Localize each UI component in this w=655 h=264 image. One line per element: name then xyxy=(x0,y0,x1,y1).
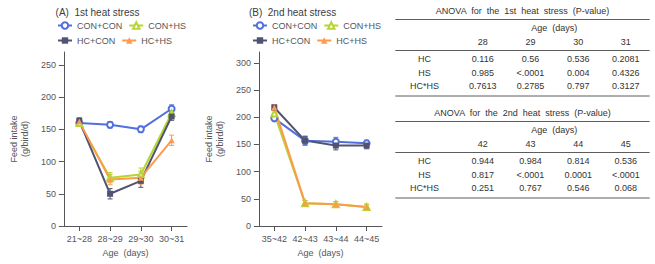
svg-text:CON+CON: CON+CON xyxy=(77,21,122,31)
svg-text:300: 300 xyxy=(236,58,251,68)
svg-text:Age (days): Age (days) xyxy=(297,248,343,258)
svg-text:30~31: 30~31 xyxy=(159,234,184,244)
svg-text:0.985: 0.985 xyxy=(471,68,494,78)
svg-text:0.767: 0.767 xyxy=(519,183,542,193)
svg-text:0.797: 0.797 xyxy=(567,81,590,91)
svg-text:0.546: 0.546 xyxy=(567,183,590,193)
svg-text:HS: HS xyxy=(418,68,431,78)
svg-text:250: 250 xyxy=(236,85,251,95)
svg-text:31: 31 xyxy=(621,37,631,47)
svg-text:250: 250 xyxy=(41,60,56,70)
svg-text:43: 43 xyxy=(525,139,535,149)
svg-text:43~44: 43~44 xyxy=(323,234,348,244)
svg-text:0.068: 0.068 xyxy=(615,183,638,193)
svg-text:HC+CON: HC+CON xyxy=(77,36,115,46)
svg-text:<.0001: <.0001 xyxy=(517,68,545,78)
svg-text:HC*HS: HC*HS xyxy=(410,81,439,91)
svg-text:200: 200 xyxy=(41,92,56,102)
svg-text:CON+HS: CON+HS xyxy=(148,21,186,31)
svg-text:0.004: 0.004 xyxy=(567,68,590,78)
svg-text:ANOVA for the 1st heat st: ANOVA for the 1st heat stress (P-value) xyxy=(436,6,609,16)
svg-text:0.817: 0.817 xyxy=(471,170,494,180)
svg-text:35~42: 35~42 xyxy=(262,234,287,244)
svg-text:0.0001: 0.0001 xyxy=(564,170,592,180)
svg-text:0.536: 0.536 xyxy=(615,156,638,166)
svg-text:0.944: 0.944 xyxy=(471,156,494,166)
svg-text:Age (days): Age (days) xyxy=(531,23,577,33)
svg-text:HC+CON: HC+CON xyxy=(272,36,310,46)
svg-text:HC: HC xyxy=(418,156,431,166)
svg-text:<.0001: <.0001 xyxy=(612,170,640,180)
svg-text:200: 200 xyxy=(236,112,251,122)
svg-text:CON+HS: CON+HS xyxy=(343,21,381,31)
svg-text:(A) 1st heat stress: (A) 1st heat stress xyxy=(56,7,140,18)
svg-text:(B) 2nd heat stress: (B) 2nd heat stress xyxy=(249,7,336,18)
svg-text:(g/bird/d): (g/bird/d) xyxy=(20,121,30,157)
svg-text:HC+HS: HC+HS xyxy=(336,36,367,46)
svg-text:150: 150 xyxy=(41,124,56,134)
svg-text:0.4326: 0.4326 xyxy=(612,68,640,78)
svg-text:45: 45 xyxy=(621,139,631,149)
svg-text:100: 100 xyxy=(41,157,56,167)
svg-text:0.2785: 0.2785 xyxy=(517,81,545,91)
svg-text:0: 0 xyxy=(51,221,56,231)
svg-text:HS: HS xyxy=(418,170,431,180)
svg-text:28: 28 xyxy=(478,37,488,47)
svg-text:0.116: 0.116 xyxy=(472,54,494,64)
svg-text:Age (days): Age (days) xyxy=(531,125,577,135)
svg-text:Feed intake: Feed intake xyxy=(9,115,19,162)
svg-text:0.814: 0.814 xyxy=(567,156,590,166)
svg-text:21~28: 21~28 xyxy=(67,234,92,244)
svg-text:<.0001: <.0001 xyxy=(517,170,545,180)
svg-text:ANOVA for the 2nd heat st: ANOVA for the 2nd heat stress (P-value) xyxy=(434,108,610,118)
svg-text:28~29: 28~29 xyxy=(97,234,122,244)
svg-text:150: 150 xyxy=(236,139,251,149)
svg-text:0: 0 xyxy=(246,221,251,231)
svg-text:29~30: 29~30 xyxy=(128,234,153,244)
svg-text:0.536: 0.536 xyxy=(567,54,590,64)
svg-text:29: 29 xyxy=(525,37,535,47)
svg-text:100: 100 xyxy=(236,167,251,177)
svg-text:0.7613: 0.7613 xyxy=(469,81,497,91)
svg-text:0.2081: 0.2081 xyxy=(612,54,640,64)
svg-text:HC*HS: HC*HS xyxy=(410,183,439,193)
svg-text:44~45: 44~45 xyxy=(354,234,379,244)
svg-text:42~43: 42~43 xyxy=(292,234,317,244)
svg-text:0.984: 0.984 xyxy=(519,156,542,166)
svg-text:50: 50 xyxy=(46,189,56,199)
svg-text:30: 30 xyxy=(573,37,583,47)
svg-text:(g/bird/d): (g/bird/d) xyxy=(215,121,225,157)
svg-text:HC+HS: HC+HS xyxy=(141,36,172,46)
svg-text:HC: HC xyxy=(418,54,431,64)
svg-text:CON+CON: CON+CON xyxy=(272,21,317,31)
svg-text:Feed intake: Feed intake xyxy=(204,115,214,162)
svg-text:42: 42 xyxy=(478,139,488,149)
svg-text:0.251: 0.251 xyxy=(471,183,494,193)
svg-text:Age (days): Age (days) xyxy=(102,248,148,258)
svg-text:50: 50 xyxy=(241,194,251,204)
svg-text:0.56: 0.56 xyxy=(522,54,540,64)
svg-text:44: 44 xyxy=(573,139,583,149)
svg-text:0.3127: 0.3127 xyxy=(612,81,640,91)
